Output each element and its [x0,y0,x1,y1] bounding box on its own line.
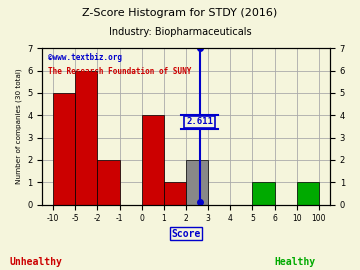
Text: The Research Foundation of SUNY: The Research Foundation of SUNY [48,67,191,76]
Text: Z-Score Histogram for STDY (2016): Z-Score Histogram for STDY (2016) [82,8,278,18]
Bar [75,70,98,204]
Bar [142,115,164,204]
X-axis label: Score: Score [171,229,201,239]
Bar [98,160,120,204]
Text: Industry: Biopharmaceuticals: Industry: Biopharmaceuticals [109,27,251,37]
Bar [252,182,275,204]
Text: Unhealthy: Unhealthy [10,256,62,266]
Text: ©www.textbiz.org: ©www.textbiz.org [48,53,122,62]
Text: Healthy: Healthy [275,256,316,266]
Bar [186,160,208,204]
Y-axis label: Number of companies (30 total): Number of companies (30 total) [15,69,22,184]
Bar [53,93,75,204]
Text: 2.611: 2.611 [186,117,213,126]
Bar [297,182,319,204]
Bar [164,182,186,204]
